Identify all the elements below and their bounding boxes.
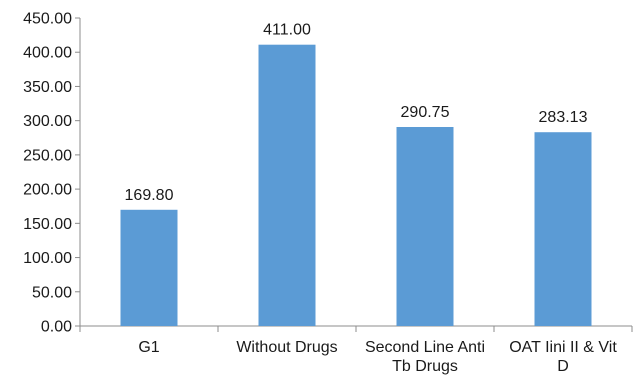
bar [258,44,316,327]
data-label: 169.80 [125,187,174,204]
bars [120,44,592,327]
y-tick-label: 100.00 [23,250,72,267]
bar [534,132,592,326]
y-tick-label: 450.00 [23,11,72,28]
y-axis: 0.00 50.00 100.00 150.00 200.00 250.00 300.00 3… [23,11,81,336]
y-tick-label: 200.00 [23,182,72,199]
x-tick-label: Without Drugs [236,339,337,356]
y-tick-label: 250.00 [23,147,72,164]
y-tick-label: 0.00 [41,319,72,336]
data-label: 283.13 [539,109,588,126]
data-label: 290.75 [401,104,450,121]
data-label: 411.00 [263,22,311,39]
x-tick-label: OAT Iini II & Vit D [509,339,617,375]
value-labels: 169.80 411.00 290.75 283.13 [125,22,588,204]
bar [120,209,178,326]
x-tick-label: G1 [138,339,159,356]
y-tick-label: 150.00 [23,216,72,233]
y-tick-label: 300.00 [23,113,72,130]
y-tick-label: 350.00 [23,79,72,96]
y-tick-label: 50.00 [32,284,72,301]
x-axis: G1 Without Drugs Second Line Anti Tb Drugs O… [79,325,633,375]
y-tick-label: 400.00 [23,45,72,62]
x-tick-label: Second Line Anti Tb Drugs [365,339,485,375]
bar [396,126,454,327]
